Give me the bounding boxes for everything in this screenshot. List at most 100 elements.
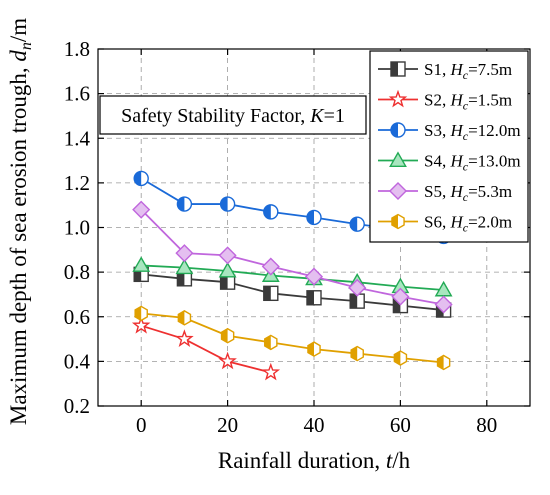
marker <box>175 244 194 263</box>
series-s5 <box>132 200 453 314</box>
x-tick-label: 0 <box>136 413 147 437</box>
x-axis-label: Rainfall duration, t/h <box>218 448 411 473</box>
axis-labels: Rainfall duration, t/h Maximum depth of s… <box>6 18 411 473</box>
y-tick-label: 1.4 <box>64 126 91 150</box>
data-point <box>436 354 451 371</box>
legend-frame <box>369 50 529 243</box>
legend-label: S3, Hc=12.0m <box>424 121 521 143</box>
marker <box>175 329 194 347</box>
x-tick-label: 80 <box>476 413 497 437</box>
marker-fill <box>177 197 185 212</box>
data-point <box>307 341 321 357</box>
data-point <box>306 209 322 226</box>
data-point <box>263 285 279 302</box>
legend: S1, Hc=7.5m S2, Hc=1.5m S3, Hc=12.0m S4, Hc… <box>369 50 529 243</box>
series-s4 <box>132 256 453 297</box>
marker-fill <box>437 355 444 370</box>
marker-fill <box>135 306 142 321</box>
marker-fill <box>393 298 401 313</box>
legend-entry-s6: S6, Hc=2.0m <box>378 213 512 235</box>
y-tick-label: 0.4 <box>64 349 91 373</box>
marker <box>132 200 151 219</box>
data-point <box>218 246 237 265</box>
marker <box>389 151 407 167</box>
axes: 0.2 0.4 0.6 0.8 1.0 1.2 1.4 1.6 1.8 0 20 40 60 80 <box>64 37 530 437</box>
legend-entry-s5: S5, Hc=5.3m <box>378 181 512 204</box>
data-point <box>348 278 367 297</box>
series-line <box>141 312 444 364</box>
marker <box>388 181 408 201</box>
series-s2 <box>131 315 281 381</box>
x-tick-label: 40 <box>304 413 325 437</box>
marker <box>261 362 281 381</box>
y-tick-label: 1.8 <box>64 37 90 61</box>
marker-fill <box>307 290 314 305</box>
legend-label: S6, Hc=2.0m <box>424 213 512 235</box>
marker <box>218 246 237 265</box>
data-point <box>219 196 236 212</box>
marker-fill <box>351 346 358 361</box>
data-point <box>391 287 410 306</box>
series-line <box>141 264 444 291</box>
data-point <box>175 258 194 275</box>
marker-fill <box>394 351 401 366</box>
legend-label: S5, Hc=5.3m <box>424 182 512 204</box>
marker-fill <box>391 62 398 76</box>
data-point <box>263 204 279 220</box>
data-point <box>306 290 322 306</box>
legend-label: S2, Hc=1.5m <box>424 91 512 113</box>
data-point <box>132 256 151 272</box>
series-s1 <box>133 266 452 318</box>
annotation-box: Safety Stability Factor, K=1 <box>99 95 367 135</box>
y-tick-label: 1.6 <box>64 82 90 106</box>
marker-fill <box>391 123 398 137</box>
data-point <box>220 327 235 344</box>
series-s6 <box>134 305 451 371</box>
marker <box>348 278 367 297</box>
x-tick-label: 60 <box>390 413 411 437</box>
data-point <box>176 196 193 212</box>
marker <box>218 261 237 278</box>
marker-fill <box>263 204 271 219</box>
marker-fill <box>220 197 228 212</box>
data-point <box>350 345 364 362</box>
data-point <box>177 310 192 326</box>
marker-fill <box>220 275 228 290</box>
annotation-frame <box>99 95 367 135</box>
legend-entry-s1: S1, Hc=7.5m <box>378 60 512 82</box>
data-point <box>218 351 237 370</box>
marker <box>131 315 151 334</box>
marker <box>261 257 280 276</box>
marker-fill <box>307 210 314 225</box>
y-tick-label: 1.0 <box>64 216 90 240</box>
data-point <box>131 315 151 334</box>
series-line <box>140 324 272 374</box>
data-point <box>261 257 280 276</box>
series-layer <box>131 170 453 381</box>
data-point <box>175 329 194 347</box>
legend-label: S1, Hc=7.5m <box>424 60 512 82</box>
data-point <box>132 200 151 219</box>
marker-fill <box>350 294 358 309</box>
marker-fill <box>436 303 444 318</box>
marker-fill <box>221 328 228 343</box>
marker <box>304 267 324 286</box>
legend-label: S4, Hc=13.0m <box>424 152 521 174</box>
marker <box>388 89 408 108</box>
data-point <box>218 261 237 278</box>
marker <box>218 351 237 370</box>
data-point <box>304 267 324 286</box>
annotation-text: Safety Stability Factor, K=1 <box>121 105 345 127</box>
y-tick-label: 1.2 <box>64 171 90 195</box>
marker <box>132 256 151 272</box>
data-point <box>134 305 148 322</box>
data-point <box>349 216 365 232</box>
legend-entry-s3: S3, Hc=12.0m <box>378 121 521 143</box>
marker-fill <box>307 342 314 357</box>
data-point <box>434 295 453 314</box>
data-point <box>393 350 408 366</box>
marker-fill <box>264 335 271 350</box>
marker <box>434 295 453 314</box>
marker-fill <box>263 286 271 301</box>
